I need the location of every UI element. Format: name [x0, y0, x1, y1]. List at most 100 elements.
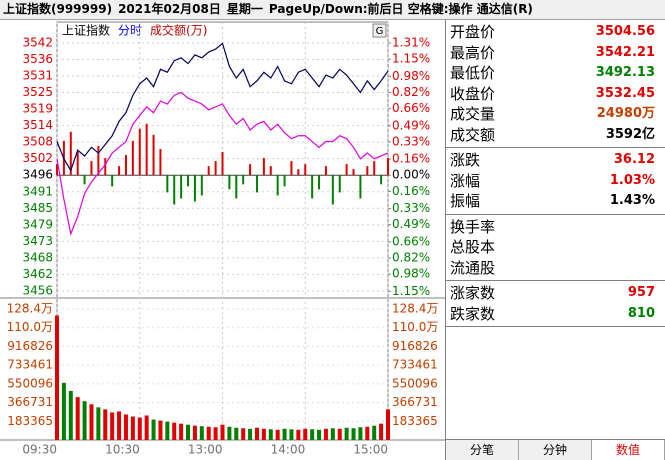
volume-bar	[68, 391, 73, 440]
tab[interactable]: 数值	[592, 440, 665, 460]
quote-value: 810	[627, 305, 655, 321]
volume-bar	[379, 423, 384, 440]
chart: G 3542 3536 3531 3525 3519 3514 3508 3502 3496 34…	[0, 21, 445, 457]
y-tick-label: 3479	[22, 217, 53, 231]
quote-row: 涨幅 1.03%	[446, 171, 665, 192]
y-tick-label: 3468	[22, 250, 53, 264]
volume-bar	[199, 426, 204, 440]
legend-entry: 分时	[118, 24, 142, 38]
quote-value: 3492.13	[595, 65, 655, 80]
y2-tick-label: 0.49%	[392, 118, 430, 132]
y-tick-label: 3514	[22, 118, 53, 132]
volume-bar	[110, 412, 115, 440]
volume-bar	[137, 417, 142, 440]
volume-bar	[117, 411, 122, 440]
y2-tick-label: 0.66%	[392, 101, 430, 115]
y-tick-label: 3456	[22, 283, 53, 297]
y2-tick-label: 1.15%	[392, 284, 430, 298]
volume-bar	[254, 427, 259, 440]
quote-value: 3542.21	[595, 44, 655, 60]
volume-bar	[372, 425, 377, 440]
volume-bar	[206, 426, 211, 440]
vol-tick-label: 916826	[7, 339, 53, 353]
quote-row: 涨跌 36.12	[446, 150, 665, 171]
volume-bar	[323, 428, 328, 440]
volume-bar	[303, 428, 308, 440]
volume-bar	[275, 429, 280, 440]
quote-group: 涨家数 957 跌家数 810	[446, 281, 665, 327]
y2-tick-label: 0.16%	[392, 184, 430, 198]
volume-bar	[75, 397, 80, 440]
y-tick-label: 3508	[22, 135, 53, 149]
quote-value: 1.43%	[609, 193, 655, 208]
tab[interactable]: 分钟	[519, 440, 592, 460]
settings-icon: G	[376, 26, 384, 37]
vol-tick-label-right: 110.0万	[392, 320, 438, 334]
volume-bar	[96, 407, 101, 440]
x-tick-label: 15:00	[353, 443, 388, 457]
date: 2021年02月08日	[118, 2, 221, 16]
y-tick-label: 3525	[22, 85, 53, 99]
volume-bar	[358, 427, 363, 440]
quote-label: 最低价	[450, 64, 496, 82]
quote-row: 最低价 3492.13	[446, 63, 665, 84]
quote-value: 3504.56	[595, 24, 655, 39]
quote-row: 成交额 3592亿	[446, 125, 665, 146]
price-line	[56, 91, 389, 237]
quote-group: 开盘价 3504.56 最高价 3542.21 最低价 3492.13 收盘价 3532.45…	[446, 20, 665, 148]
vol-tick-label-right: 183365	[392, 414, 438, 428]
y2-tick-label: 0.82%	[392, 251, 430, 265]
y-tick-label: 3485	[22, 201, 53, 215]
vol-tick-label: 128.4万	[7, 302, 53, 316]
y-tick-label: 3502	[22, 151, 53, 165]
quote-value: 1.03%	[609, 172, 655, 188]
volume-bar	[220, 424, 225, 440]
volume-bar	[234, 427, 239, 440]
volume-bar	[55, 315, 59, 440]
quote-label: 总股本	[450, 238, 496, 256]
volume-bar	[82, 401, 87, 440]
weekday: 星期一	[226, 2, 263, 16]
quote-label: 跌家数	[450, 304, 496, 323]
y2-tick-label: 0.33%	[392, 201, 430, 215]
vol-tick-label: 550096	[7, 376, 53, 390]
vol-tick-label: 110.0万	[7, 320, 53, 334]
volume-bar	[289, 429, 294, 440]
y2-tick-label: 0.33%	[392, 134, 430, 148]
volume-bar	[213, 427, 218, 440]
vol-tick-label: 366731	[7, 395, 53, 409]
y-tick-label: 3491	[22, 184, 53, 198]
quote-value: 3532.45	[595, 85, 655, 101]
volume-bar	[165, 421, 170, 440]
volume-bar	[123, 414, 128, 440]
quote-row: 开盘价 3504.56	[446, 22, 665, 43]
quote-row: 换手率	[446, 217, 665, 238]
vol-tick-label-right: 550096	[392, 376, 438, 390]
y-tick-label: 3473	[22, 234, 53, 248]
quote-row: 振幅 1.43%	[446, 191, 665, 212]
volume-bar	[248, 428, 253, 440]
y2-tick-label: 0.82%	[392, 85, 430, 99]
volume-bar	[282, 428, 287, 440]
volume-bar	[241, 428, 246, 440]
quote-row: 总股本	[446, 237, 665, 258]
tab-bar: 分笔 分钟 数值	[446, 439, 665, 460]
volume-bar	[186, 424, 191, 440]
volume-bar	[386, 409, 390, 440]
volume-bar	[103, 409, 108, 440]
y-tick-label: 3496	[22, 168, 53, 182]
quote-value: 36.12	[613, 152, 655, 167]
settings-button[interactable]	[372, 23, 387, 38]
volume-bar	[130, 416, 135, 440]
quote-value: 957	[627, 285, 655, 300]
y-tick-label: 3462	[22, 267, 53, 281]
volume-bar	[227, 426, 232, 440]
stock-title: 上证指数(999999)	[3, 2, 113, 16]
y2-tick-label: 0.16%	[392, 152, 430, 166]
y-tick-label: 3519	[22, 102, 53, 116]
tab[interactable]: 分笔	[446, 440, 519, 460]
y2-tick-label: 0.49%	[392, 217, 430, 231]
volume-bar	[172, 422, 177, 440]
quote-label: 成交额	[450, 125, 496, 144]
